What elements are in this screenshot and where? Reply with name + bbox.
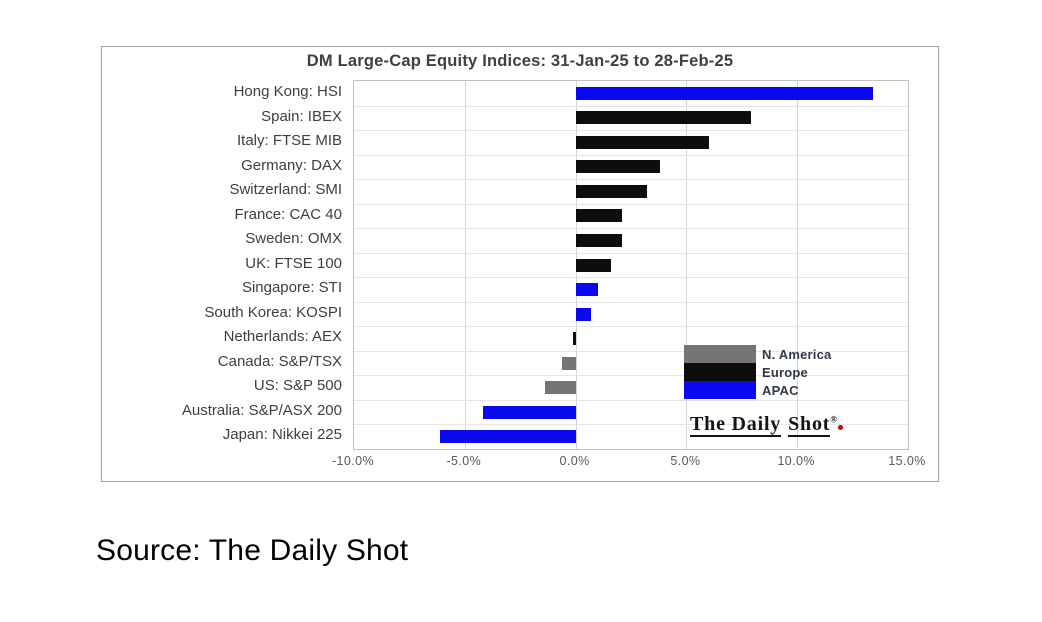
category-label: Netherlands: AEX — [223, 328, 342, 346]
chart-bar — [575, 86, 873, 100]
plot-area — [353, 80, 909, 450]
category-label: Australia: S&P/ASX 200 — [181, 401, 342, 419]
chart-bar — [544, 381, 576, 395]
chart-bar — [575, 160, 660, 174]
row-separator — [354, 105, 908, 107]
category-label: Singapore: STI — [241, 279, 342, 297]
category-label: US: S&P 500 — [253, 377, 342, 395]
row-separator — [354, 203, 908, 205]
row-separator — [354, 277, 908, 279]
chart-bar — [575, 135, 709, 149]
legend-swatch — [684, 345, 756, 363]
legend-swatch — [684, 381, 756, 399]
chart-bar — [575, 258, 612, 272]
chart-bar — [482, 405, 576, 419]
row-separator — [354, 252, 908, 254]
logo-word-1: The Daily — [690, 413, 782, 437]
logo-red-dot — [837, 425, 843, 430]
daily-shot-logo: The Daily Shot® — [690, 413, 843, 437]
category-label: Japan: Nikkei 225 — [222, 426, 342, 444]
chart-bar — [575, 283, 598, 297]
legend-entry: Europe — [684, 363, 831, 381]
chart-bar — [575, 233, 623, 247]
category-label: Switzerland: SMI — [229, 181, 342, 199]
legend-entry: APAC — [684, 381, 831, 399]
registered-mark: ® — [830, 414, 837, 425]
x-tick-label: 15.0% — [888, 454, 926, 468]
logo-word-2: Shot — [788, 413, 831, 437]
row-separator — [354, 154, 908, 156]
category-label: Hong Kong: HSI — [233, 83, 342, 100]
category-label: Italy: FTSE MIB — [236, 132, 342, 150]
category-label: France: CAC 40 — [234, 205, 342, 223]
row-separator — [354, 375, 908, 377]
x-tick-label: 0.0% — [559, 454, 590, 468]
category-label: UK: FTSE 100 — [245, 254, 342, 272]
gridline-vertical — [797, 81, 799, 449]
row-separator — [354, 326, 908, 328]
x-tick-label: -10.0% — [331, 454, 374, 468]
x-tick-label: 10.0% — [777, 454, 815, 468]
row-separator — [354, 399, 908, 401]
x-tick-label: 5.0% — [670, 454, 701, 468]
chart-title: DM Large-Cap Equity Indices: 31-Jan-25 t… — [306, 52, 734, 70]
row-separator — [354, 179, 908, 181]
legend-entry: N. America — [684, 345, 831, 363]
chart-bar — [575, 184, 647, 198]
row-separator — [354, 228, 908, 230]
gridline-vertical — [686, 81, 688, 449]
chart-panel: DM Large-Cap Equity Indices: 31-Jan-25 t… — [101, 46, 939, 482]
row-separator — [354, 424, 908, 426]
category-label: South Korea: KOSPI — [204, 303, 342, 321]
row-separator — [354, 301, 908, 303]
legend: N. America Europe APAC — [684, 345, 831, 399]
row-separator — [354, 130, 908, 132]
legend-swatch — [684, 363, 756, 381]
source-caption: Source: The Daily Shot — [96, 534, 409, 567]
chart-bar — [562, 356, 576, 370]
legend-label: APAC — [762, 382, 799, 398]
chart-bar — [575, 209, 623, 223]
legend-label: N. America — [762, 346, 832, 362]
legend-label: Europe — [762, 364, 808, 380]
gridline-vertical — [464, 81, 466, 449]
chart-bar — [575, 111, 751, 125]
category-label: Canada: S&P/TSX — [217, 352, 342, 370]
category-label: Spain: IBEX — [261, 107, 342, 125]
chart-bar — [573, 332, 576, 346]
x-tick-label: -5.0% — [446, 454, 482, 468]
chart-bar — [575, 307, 592, 321]
row-separator — [354, 350, 908, 352]
category-label: Sweden: OMX — [245, 230, 342, 248]
category-label: Germany: DAX — [241, 156, 342, 174]
chart-bar — [440, 430, 576, 444]
